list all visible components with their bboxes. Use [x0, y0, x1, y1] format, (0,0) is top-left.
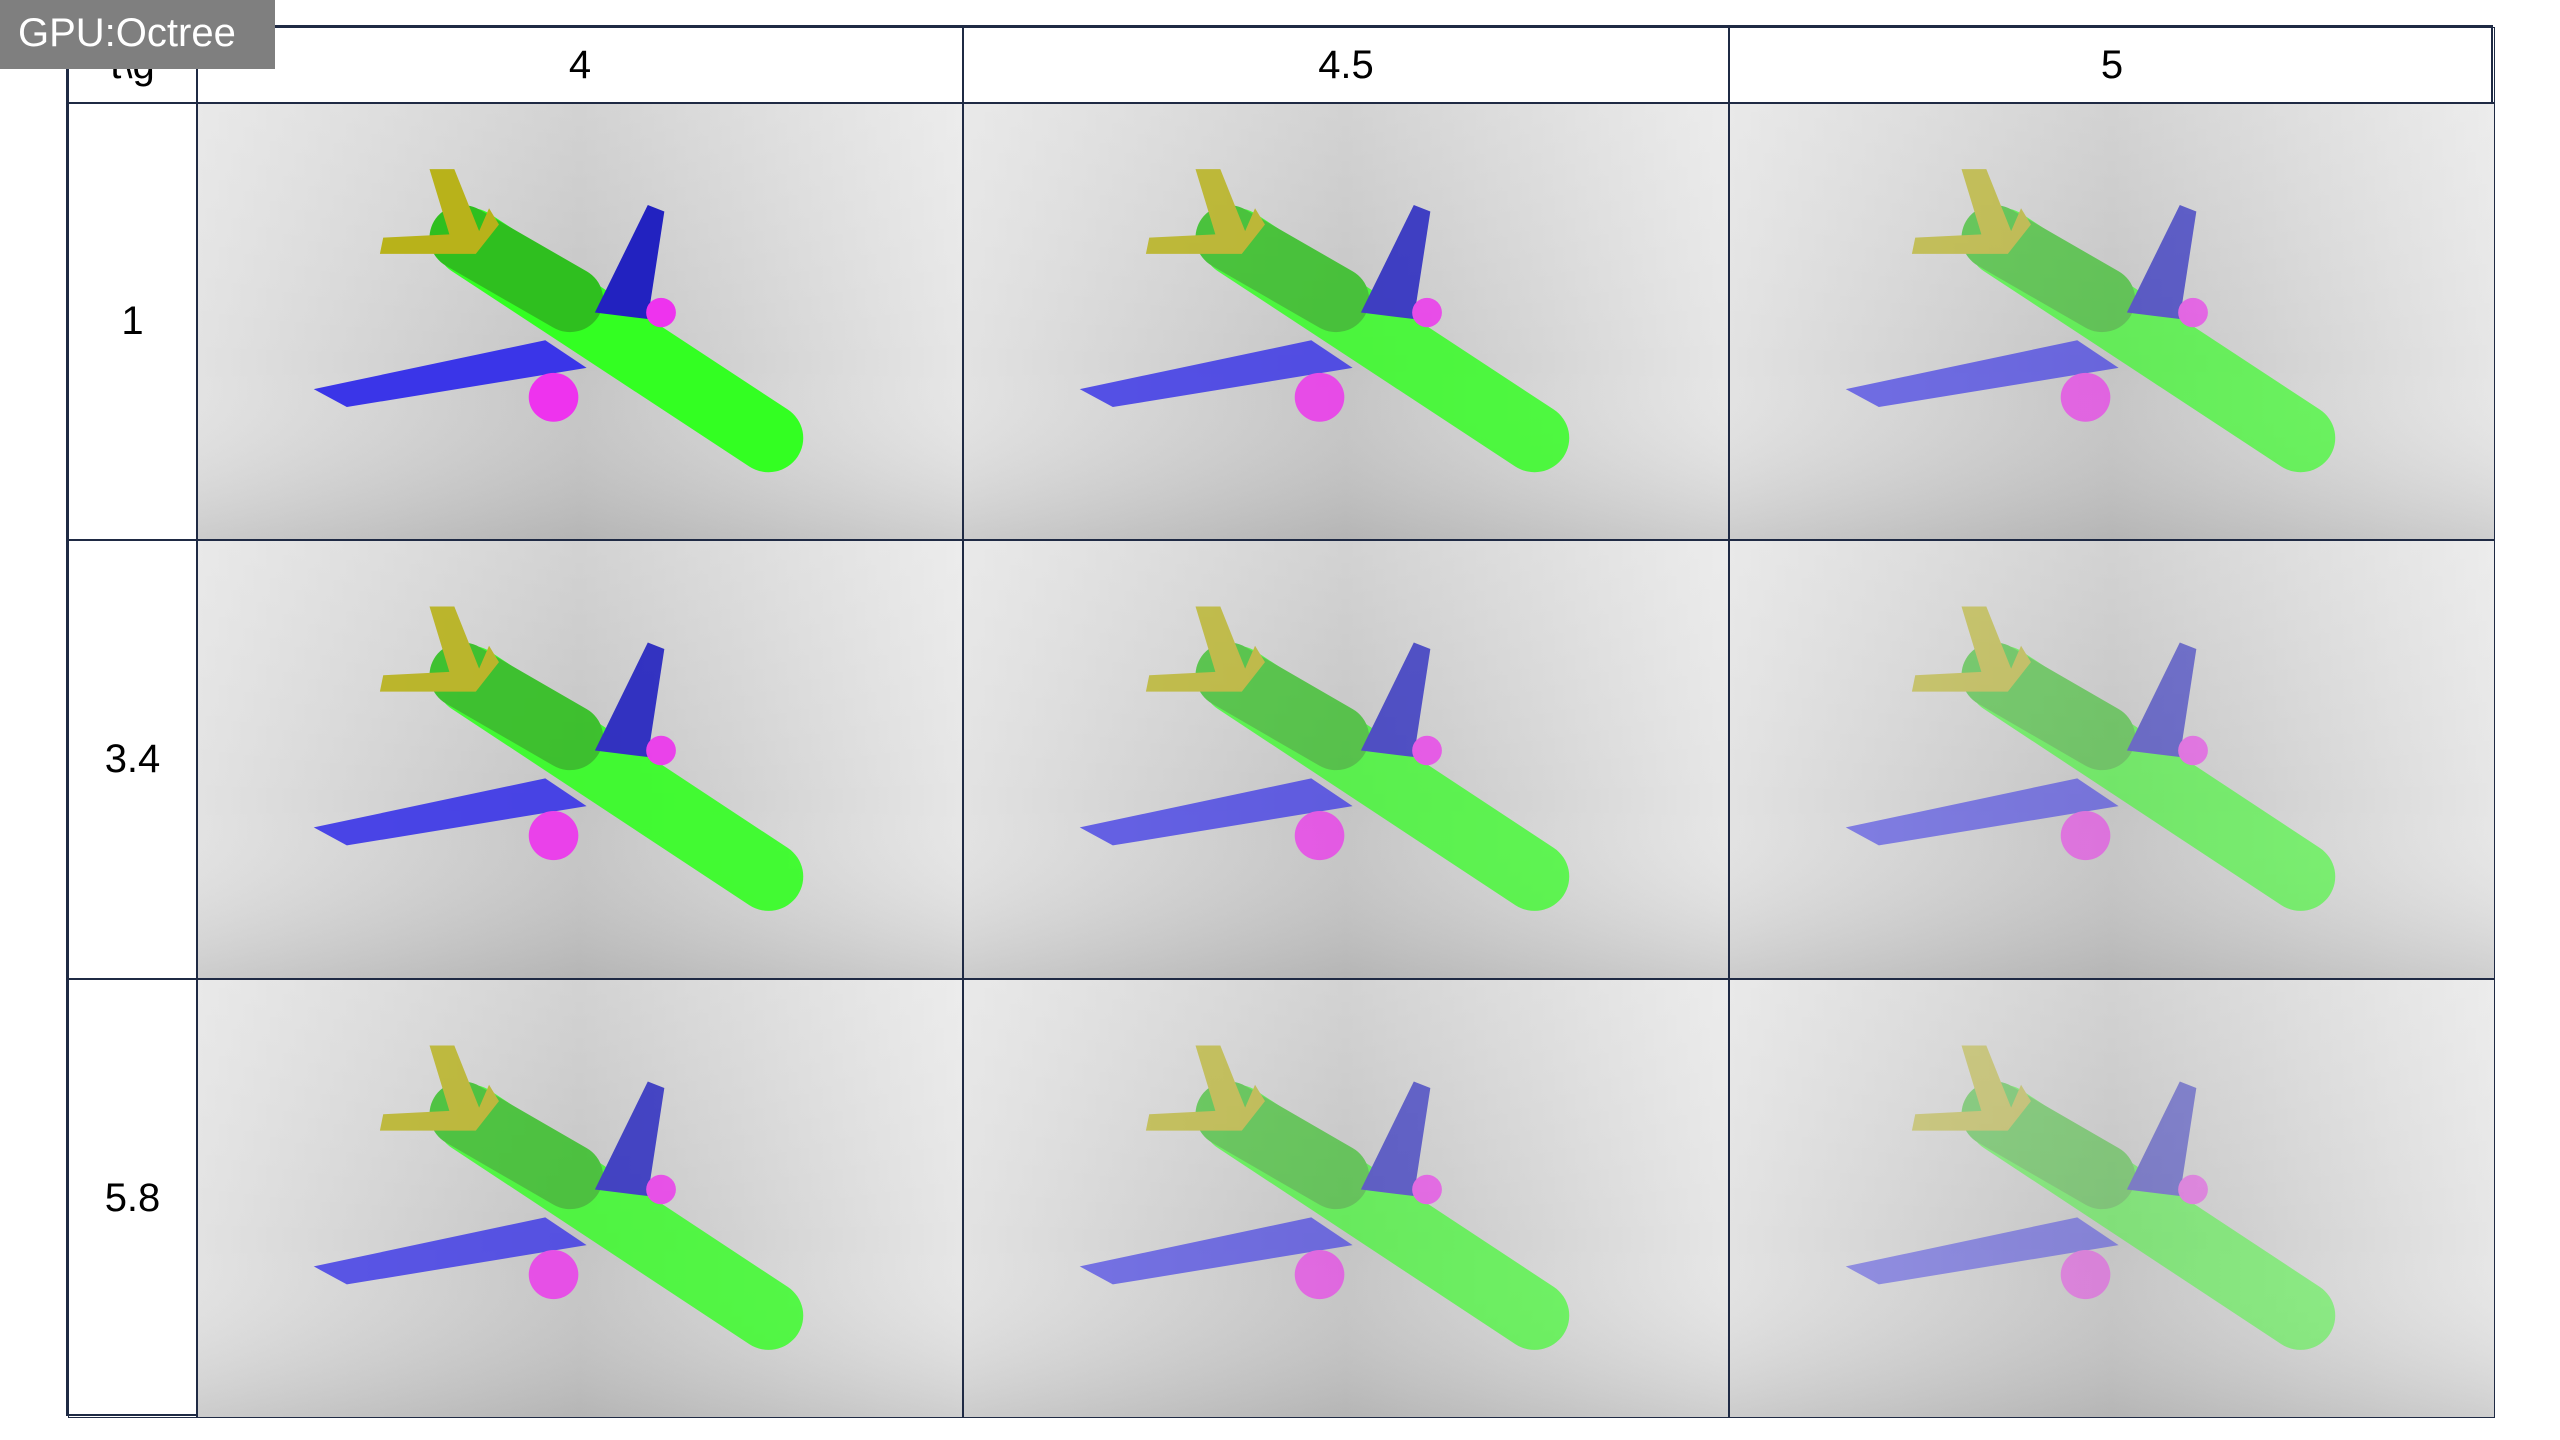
column-header: 5	[1729, 27, 2495, 103]
point-cloud-image	[963, 103, 1729, 540]
rendered-image	[198, 980, 962, 1417]
point-cloud-image	[197, 979, 963, 1418]
point-cloud-image	[963, 540, 1729, 979]
point-cloud-image	[197, 540, 963, 979]
point-cloud-image	[963, 979, 1729, 1418]
row-header: 3.4	[68, 540, 197, 979]
point-cloud-image	[1729, 103, 2495, 540]
rendered-image	[964, 980, 1728, 1417]
point-cloud-image	[1729, 979, 2495, 1418]
point-cloud-image	[1729, 540, 2495, 979]
row-header: 1	[68, 103, 197, 540]
badge: GPU:Octree	[0, 0, 275, 69]
column-header: 4.5	[963, 27, 1729, 103]
rendered-image	[964, 541, 1728, 978]
rendered-image	[198, 104, 962, 539]
rendered-image	[198, 541, 962, 978]
rendered-image	[1730, 541, 2494, 978]
rendered-image	[1730, 980, 2494, 1417]
rendered-image	[1730, 104, 2494, 539]
point-cloud-image	[197, 103, 963, 540]
rendered-image	[964, 104, 1728, 539]
column-header: 4	[197, 27, 963, 103]
row-header: 5.8	[68, 979, 197, 1418]
